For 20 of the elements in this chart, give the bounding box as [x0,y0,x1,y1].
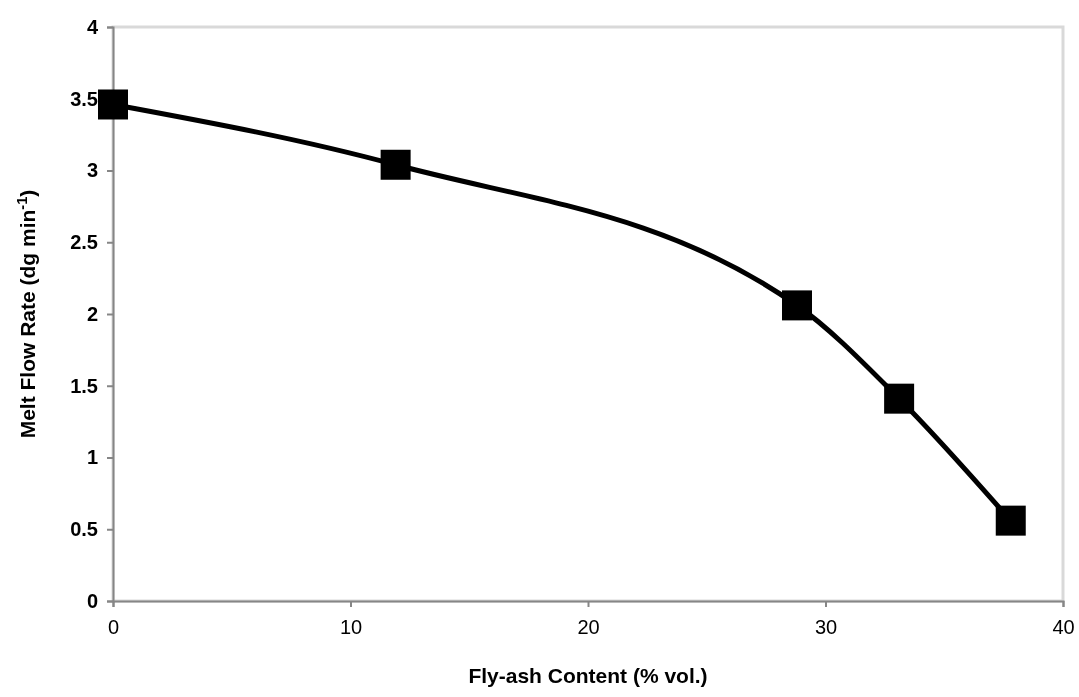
x-tick-label: 20 [577,616,600,638]
point [995,505,1026,536]
x-tick-label: 0 [107,616,120,638]
y-tick-label: 1 [86,446,98,469]
y-tick-label: 4 [86,15,99,38]
y-tick-label: 1.5 [70,374,98,397]
x-axis-title: Fly-ash Content (% vol.) [468,664,708,687]
point [782,290,812,321]
x-tick-label: 40 [1052,616,1075,638]
point [98,89,128,120]
y-tick-label: 2 [86,302,98,325]
y-tick-label: 0.5 [70,518,98,541]
point [884,383,915,414]
x-tick-label: 30 [814,616,838,638]
point [380,149,411,180]
y-tick-label: 2.5 [70,231,98,254]
y-tick-label: 3 [86,159,98,182]
x-tick-label: 10 [339,616,363,638]
y-tick-label: 3.5 [70,87,98,110]
y-tick-label: 0 [86,589,98,612]
